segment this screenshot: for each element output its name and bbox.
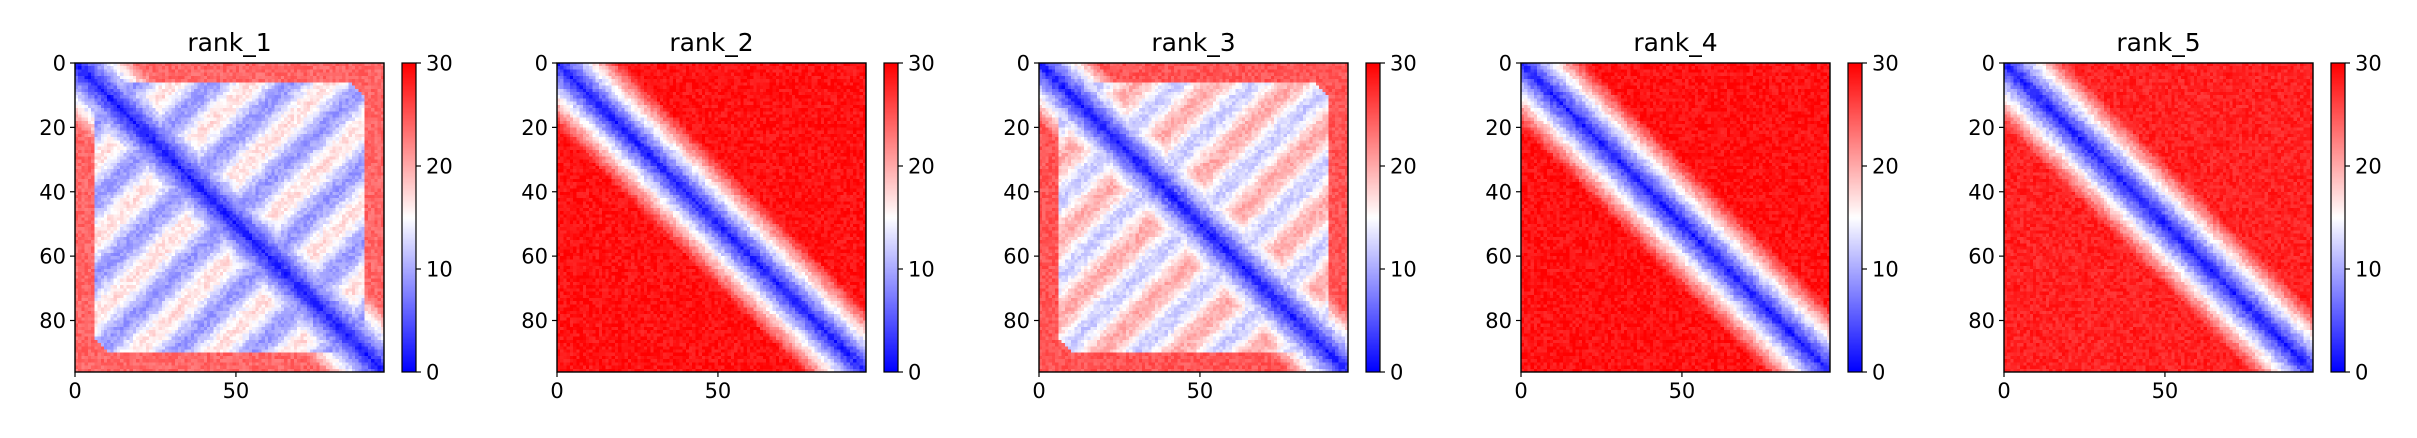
plot-frame	[556, 62, 867, 373]
colorbar-frame	[1847, 62, 1863, 373]
colorbar-tick-label: 30	[1390, 52, 1417, 76]
chart-title: rank_3	[1151, 28, 1235, 57]
y-tick-label: 40	[1485, 180, 1512, 204]
colorbar-tick-label: 30	[2355, 52, 2382, 76]
colorbar-tick-label: 30	[426, 52, 453, 76]
colorbar	[402, 63, 416, 372]
y-tick-label: 40	[1003, 180, 1030, 204]
chart-title: rank_1	[187, 28, 271, 57]
x-tick-label: 0	[1032, 379, 1045, 403]
colorbar	[1366, 63, 1380, 372]
y-tick-label: 60	[1003, 245, 1030, 269]
colorbar-tick-label: 10	[908, 258, 935, 282]
panel-rank-1: rank_1 0 50 0 20 40 60 80 0 10 20 30	[39, 28, 452, 403]
y-tick-label: 20	[1003, 116, 1030, 140]
heatmap-image	[1039, 63, 1348, 372]
heatmap-image	[75, 63, 384, 372]
x-tick-label: 50	[1187, 379, 1214, 403]
y-tick-label: 60	[1968, 245, 1995, 269]
colorbar	[2331, 63, 2345, 372]
chart-title: rank_2	[669, 28, 753, 57]
plot-frame	[2003, 62, 2314, 373]
colorbar-tick-label: 10	[1390, 258, 1417, 282]
x-tick-label: 0	[550, 379, 563, 403]
y-tick-label: 80	[1968, 309, 1995, 333]
y-tick-label: 80	[521, 309, 548, 333]
x-tick-label: 50	[705, 379, 732, 403]
heatmap-image	[1521, 63, 1830, 372]
colorbar-tick-label: 10	[2355, 258, 2382, 282]
y-tick-label: 80	[1485, 309, 1512, 333]
colorbar-tick-label: 20	[426, 155, 453, 179]
x-tick-label: 0	[68, 379, 81, 403]
y-tick-label: 20	[39, 116, 66, 140]
colorbar-tick-label: 0	[908, 361, 921, 385]
y-tick-label: 20	[1968, 116, 1995, 140]
y-tick-label: 0	[535, 52, 548, 76]
y-tick-label: 60	[521, 245, 548, 269]
panel-rank-2: rank_2 0 50 0 20 40 60 80 0 10 20 30	[521, 28, 934, 403]
x-tick-label: 50	[223, 379, 250, 403]
y-tick-label: 40	[1968, 180, 1995, 204]
y-tick-label: 40	[39, 180, 66, 204]
colorbar-tick-label: 0	[1390, 361, 1403, 385]
colorbar-frame	[1365, 62, 1381, 373]
colorbar	[884, 63, 898, 372]
colorbar-frame	[2330, 62, 2346, 373]
y-tick-label: 0	[1017, 52, 1030, 76]
heatmap-image	[2004, 63, 2313, 372]
heatmap-image	[557, 63, 866, 372]
colorbar-tick-label: 30	[1872, 52, 1899, 76]
plot-frame	[74, 62, 385, 373]
colorbar-tick-label: 20	[2355, 155, 2382, 179]
y-tick-label: 80	[39, 309, 66, 333]
y-tick-label: 40	[521, 180, 548, 204]
x-tick-label: 0	[1997, 379, 2010, 403]
chart-title: rank_4	[1633, 28, 1717, 57]
colorbar-tick-label: 10	[426, 258, 453, 282]
y-tick-label: 0	[1982, 52, 1995, 76]
colorbar-tick-label: 0	[426, 361, 439, 385]
colorbar-frame	[401, 62, 417, 373]
colorbar-tick-label: 20	[1872, 155, 1899, 179]
x-tick-label: 0	[1514, 379, 1527, 403]
colorbar-tick-label: 0	[2355, 361, 2368, 385]
x-tick-label: 50	[1669, 379, 1696, 403]
panel-rank-3: rank_3 0 50 0 20 40 60 80 0 10 20 30	[1003, 28, 1416, 403]
y-tick-label: 80	[1003, 309, 1030, 333]
panel-rank-4: rank_4 0 50 0 20 40 60 80 0 10 20 30	[1485, 28, 1898, 403]
y-tick-label: 0	[1499, 52, 1512, 76]
y-tick-label: 60	[1485, 245, 1512, 269]
plot-frame	[1520, 62, 1831, 373]
x-tick-label: 50	[2152, 379, 2179, 403]
colorbar-tick-label: 20	[1390, 155, 1417, 179]
colorbar-tick-label: 30	[908, 52, 935, 76]
y-tick-label: 20	[1485, 116, 1512, 140]
y-tick-label: 60	[39, 245, 66, 269]
panel-rank-5: rank_5 0 50 0 20 40 60 80 0 10 20 30	[1968, 28, 2381, 403]
colorbar	[1848, 63, 1862, 372]
plot-frame	[1038, 62, 1349, 373]
y-tick-label: 20	[521, 116, 548, 140]
colorbar-frame	[883, 62, 899, 373]
colorbar-tick-label: 10	[1872, 258, 1899, 282]
chart-title: rank_5	[2116, 28, 2200, 57]
colorbar-tick-label: 0	[1872, 361, 1885, 385]
y-tick-label: 0	[53, 52, 66, 76]
colorbar-tick-label: 20	[908, 155, 935, 179]
